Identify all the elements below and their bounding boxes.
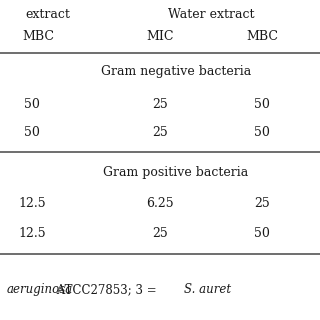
Text: MBC: MBC <box>246 30 278 43</box>
Text: 50: 50 <box>24 126 40 139</box>
Text: 12.5: 12.5 <box>18 227 46 240</box>
Text: 50: 50 <box>254 227 270 240</box>
Text: 25: 25 <box>254 197 270 210</box>
Text: 50: 50 <box>254 126 270 139</box>
Text: aeruginosa: aeruginosa <box>6 283 73 296</box>
Text: 25: 25 <box>152 227 168 240</box>
Text: extract: extract <box>26 8 70 21</box>
Text: 25: 25 <box>152 98 168 110</box>
Text: 50: 50 <box>24 98 40 110</box>
Text: Water extract: Water extract <box>168 8 254 21</box>
Text: 50: 50 <box>254 98 270 110</box>
Text: 6.25: 6.25 <box>146 197 174 210</box>
Text: ATCC27853; 3 =: ATCC27853; 3 = <box>53 283 160 296</box>
Text: 25: 25 <box>152 126 168 139</box>
Text: MIC: MIC <box>146 30 174 43</box>
Text: 12.5: 12.5 <box>18 197 46 210</box>
Text: S. auret: S. auret <box>184 283 231 296</box>
Text: Gram negative bacteria: Gram negative bacteria <box>101 66 251 78</box>
Text: Gram positive bacteria: Gram positive bacteria <box>103 166 249 179</box>
Text: MBC: MBC <box>22 30 54 43</box>
